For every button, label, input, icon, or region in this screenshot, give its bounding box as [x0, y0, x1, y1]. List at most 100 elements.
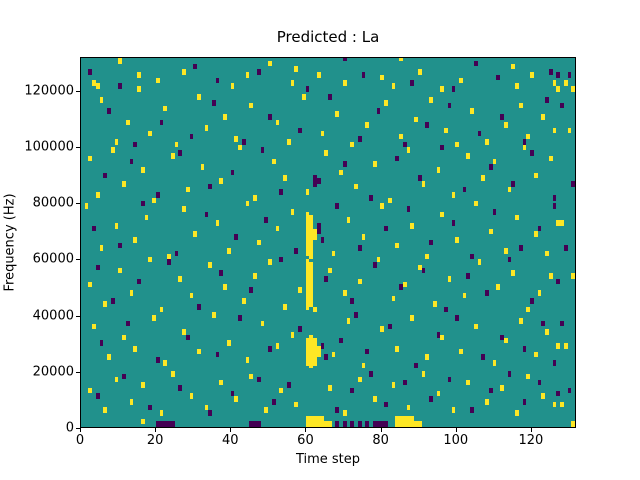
heatmap-cell-high — [309, 340, 314, 346]
heatmap-cell-low — [399, 284, 403, 291]
heatmap-plot-area — [80, 57, 576, 428]
heatmap-cell-high — [193, 231, 197, 237]
heatmap-cell-high — [305, 359, 310, 366]
heatmap-cell-low — [387, 323, 392, 330]
y-tick-label: 80000 — [32, 195, 74, 211]
heatmap-cell-high — [410, 415, 415, 422]
heatmap-cell-high — [163, 105, 168, 112]
heatmap-cell-high — [488, 228, 493, 235]
heatmap-cell-low — [518, 245, 523, 251]
heatmap-cell-low — [118, 242, 123, 249]
heatmap-cell-high — [567, 127, 572, 134]
heatmap-cell-high — [331, 250, 336, 257]
y-tick-label: 60000 — [32, 251, 74, 267]
heatmap-cell-high — [305, 304, 310, 310]
x-tick-label: 60 — [297, 433, 314, 448]
heatmap-cell-low — [556, 72, 561, 78]
heatmap-cell-high — [324, 150, 328, 156]
heatmap-cell-high — [140, 167, 145, 173]
heatmap-cell-low — [357, 421, 362, 427]
heatmap-cell-high — [309, 357, 314, 363]
heatmap-cell-high — [155, 77, 160, 84]
heatmap-cell-high — [174, 141, 179, 148]
heatmap-cell-low — [369, 371, 373, 377]
heatmap-cell-high — [432, 301, 437, 307]
heatmap-cell-high — [560, 220, 564, 226]
heatmap-cell-low — [369, 195, 373, 201]
heatmap-cell-high — [515, 410, 519, 416]
heatmap-cell-high — [305, 228, 310, 235]
heatmap-cell-high — [387, 197, 392, 204]
heatmap-cell-high — [140, 382, 145, 388]
y-tick-mark — [76, 315, 80, 317]
heatmap-cell-low — [279, 256, 284, 263]
y-tick-label: 120000 — [24, 83, 74, 99]
heatmap-cell-high — [458, 348, 463, 355]
heatmap-cell-low — [305, 85, 310, 92]
heatmap-cell-low — [530, 150, 534, 156]
heatmap-cell-high — [283, 304, 287, 310]
heatmap-cell-low — [485, 290, 489, 296]
heatmap-cell-high — [503, 122, 508, 128]
x-tick-label: 40 — [222, 433, 239, 448]
heatmap-cell-low — [193, 63, 197, 70]
heatmap-cell-high — [189, 292, 194, 299]
heatmap-cell-low — [328, 94, 332, 100]
heatmap-cell-high — [515, 83, 519, 89]
heatmap-cell-high — [148, 256, 153, 263]
heatmap-cell-low — [264, 217, 269, 223]
heatmap-cell-low — [313, 175, 317, 181]
heatmap-cell-low — [140, 200, 145, 207]
heatmap-cell-low — [384, 421, 388, 427]
heatmap-cell-low — [185, 334, 190, 341]
heatmap-cell-high — [541, 113, 546, 120]
heatmap-cell-high — [320, 130, 325, 137]
heatmap-cell-high — [313, 415, 317, 422]
heatmap-cell-high — [515, 214, 519, 221]
heatmap-cell-high — [342, 410, 347, 416]
heatmap-cell-high — [118, 267, 123, 274]
heatmap-cell-low — [320, 236, 325, 243]
heatmap-cell-high — [391, 83, 396, 89]
heatmap-cell-low — [571, 181, 575, 187]
heatmap-cell-high — [305, 337, 310, 344]
heatmap-cell-high — [226, 248, 231, 254]
heatmap-cell-high — [350, 141, 355, 148]
heatmap-cell-high — [526, 133, 531, 140]
heatmap-cell-high — [451, 407, 456, 414]
heatmap-cell-high — [335, 111, 340, 117]
heatmap-cell-high — [309, 225, 314, 232]
heatmap-cell-high — [309, 248, 314, 254]
heatmap-cell-low — [462, 186, 467, 193]
heatmap-cell-high — [492, 158, 497, 165]
heatmap-cell-high — [211, 312, 216, 318]
heatmap-cell-high — [185, 186, 190, 193]
heatmap-cell-high — [305, 234, 310, 240]
heatmap-cell-high — [309, 301, 314, 307]
heatmap-cell-high — [346, 318, 351, 324]
heatmap-cell-high — [421, 371, 426, 377]
heatmap-cell-high — [305, 276, 310, 282]
heatmap-cell-low — [335, 203, 340, 209]
heatmap-cell-high — [410, 222, 415, 229]
heatmap-cell-high — [305, 264, 310, 271]
heatmap-cell-low — [429, 239, 433, 246]
heatmap-cell-low — [372, 421, 377, 427]
heatmap-cell-high — [301, 94, 306, 100]
heatmap-cell-high — [316, 72, 321, 78]
heatmap-cell-high — [219, 178, 224, 184]
heatmap-cell-high — [473, 200, 478, 207]
heatmap-cell-high — [305, 415, 310, 422]
heatmap-cell-high — [455, 141, 459, 148]
heatmap-cell-high — [526, 306, 531, 313]
heatmap-cell-high — [436, 167, 441, 173]
heatmap-cell-low — [335, 421, 340, 427]
heatmap-cell-high — [481, 175, 486, 181]
heatmap-cell-high — [473, 323, 478, 330]
heatmap-cell-low — [350, 421, 355, 427]
heatmap-cell-low — [470, 253, 474, 260]
heatmap-cell-low — [496, 74, 501, 81]
heatmap-cell-high — [328, 421, 332, 427]
heatmap-cell-low — [522, 345, 527, 352]
heatmap-cell-high — [279, 387, 284, 394]
